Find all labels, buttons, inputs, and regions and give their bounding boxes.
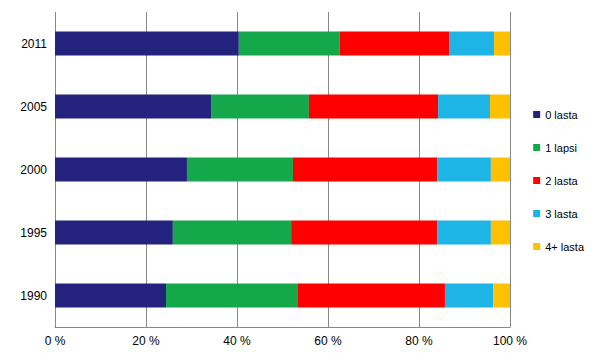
svg-text:4+ lasta: 4+ lasta [545, 241, 585, 253]
svg-text:2000: 2000 [20, 163, 47, 177]
svg-text:2 lasta: 2 lasta [545, 175, 578, 187]
svg-text:60 %: 60 % [314, 334, 342, 348]
svg-text:0 lasta: 0 lasta [545, 109, 578, 121]
svg-text:20 %: 20 % [132, 334, 160, 348]
svg-text:1 lapsi: 1 lapsi [545, 142, 577, 154]
svg-text:2011: 2011 [21, 37, 47, 51]
svg-text:80 %: 80 % [405, 334, 433, 348]
svg-text:1990: 1990 [20, 289, 47, 303]
svg-text:100 %: 100 % [493, 334, 527, 348]
svg-text:1995: 1995 [20, 226, 47, 240]
svg-text:0 %: 0 % [45, 334, 66, 348]
svg-text:2005: 2005 [20, 100, 47, 114]
svg-text:40 %: 40 % [223, 334, 251, 348]
svg-text:3 lasta: 3 lasta [545, 208, 578, 220]
